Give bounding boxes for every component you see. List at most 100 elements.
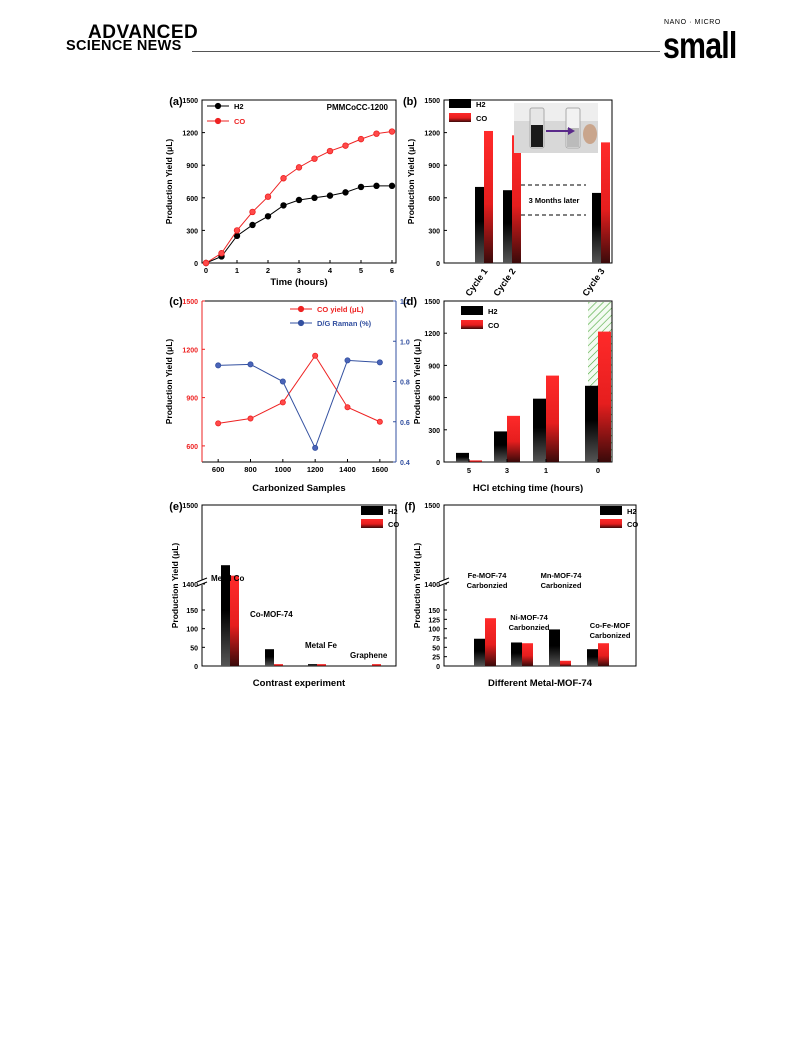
y-tick-label: 1200 — [182, 131, 198, 138]
data-point — [311, 155, 318, 162]
data-point — [342, 189, 349, 196]
legend-marker — [297, 319, 305, 327]
series-line — [218, 359, 380, 450]
data-point — [247, 415, 254, 422]
legend-swatch — [600, 506, 622, 515]
y-tick-label: 1500 — [182, 503, 198, 510]
category-label: Mn-MOF-74 Carbonized — [541, 571, 583, 590]
category-label: Co-Fe-MOF Carbonized — [590, 621, 631, 640]
y-tick-label: 600 — [186, 444, 198, 451]
data-point — [312, 352, 319, 359]
legend-swatch — [461, 306, 483, 315]
bar-h2 — [511, 642, 522, 666]
y2-tick-label: 1.2 — [400, 299, 410, 306]
bar-co — [317, 664, 326, 666]
data-point — [312, 444, 319, 451]
legend-swatch — [600, 519, 622, 528]
x-tick-label: 600 — [212, 465, 225, 474]
y-tick-label: 150 — [428, 608, 440, 615]
data-point — [247, 361, 254, 368]
inset-photo — [514, 103, 598, 153]
plot-frame — [443, 300, 613, 463]
data-point — [202, 259, 210, 267]
y-axis-label: Production Yield (μL) — [164, 139, 174, 225]
category-label-line2: Carbonzied — [509, 623, 550, 632]
y-axis-label: Production Yield (μL) — [412, 339, 422, 425]
data-point — [264, 213, 272, 220]
bar-h2 — [592, 192, 601, 263]
bar-co — [598, 331, 611, 462]
data-point — [373, 130, 380, 137]
x-axis-label: Time (hours) — [270, 277, 327, 288]
legend-label: CO — [388, 520, 399, 529]
bar-h2 — [585, 385, 598, 462]
panel-label: (f) — [405, 501, 416, 513]
y2-tick-label: 1.0 — [400, 339, 410, 346]
y-tick-label: 900 — [186, 163, 198, 170]
data-point — [218, 250, 225, 257]
page-header: ADVANCED SCIENCE NEWS NANO · MICRO small — [0, 0, 793, 64]
data-point — [233, 227, 241, 234]
y-tick-label: 1200 — [424, 131, 440, 138]
bar-h2 — [494, 431, 507, 462]
y-tick-label: 300 — [186, 228, 198, 235]
x-tick-label: 5 — [467, 466, 471, 475]
photo-hand — [583, 124, 597, 144]
bar-co — [601, 142, 610, 263]
y-tick-label: 0 — [194, 664, 198, 671]
data-point — [373, 182, 380, 190]
legend-swatch — [449, 113, 471, 122]
data-point — [357, 135, 365, 143]
legend-marker — [214, 102, 222, 110]
x-tick-label: 0 — [204, 266, 208, 275]
category-label: Metal Co — [211, 574, 244, 583]
y-tick-label: 100 — [428, 627, 440, 634]
panel-b: (b) 0 300 600 900 1200 1500 Production Yield (μ… — [403, 96, 613, 298]
y-tick-label: 1500 — [182, 98, 198, 105]
bar-co — [372, 664, 381, 666]
bar-co — [484, 130, 493, 263]
y-tick-label: 1500 — [424, 299, 440, 306]
bar-co — [485, 618, 496, 666]
bar-h2 — [587, 649, 598, 666]
y-tick-label: 1500 — [424, 503, 440, 510]
legend-marker — [214, 117, 222, 125]
x-tick-label: 5 — [359, 266, 363, 275]
x-axis-label: Carbonized Samples — [252, 483, 345, 494]
category-label: Graphene — [350, 651, 388, 660]
data-point — [326, 147, 334, 155]
x-tick-label: 1 — [235, 266, 239, 275]
x-tick-label: 1 — [544, 466, 548, 475]
axis-break-gap — [440, 580, 448, 585]
y-tick-label: 600 — [428, 396, 440, 403]
bar-h2 — [503, 190, 512, 263]
legend-label: CO yield (μL) — [317, 305, 364, 314]
data-point — [388, 182, 396, 190]
category-label-line1: Mn-MOF-74 — [541, 571, 583, 580]
bar-h2 — [265, 649, 274, 666]
data-point — [357, 183, 365, 191]
y-tick-label: 300 — [428, 428, 440, 435]
legend-swatch — [361, 519, 383, 528]
y-tick-label: 1400 — [182, 582, 198, 589]
y-tick-label: 0 — [436, 261, 440, 268]
legend-label: H2 — [488, 307, 498, 316]
plot-frame — [201, 504, 397, 667]
bar-h2 — [221, 565, 230, 666]
y-tick-label: 0 — [436, 664, 440, 671]
legend-swatch — [449, 99, 471, 108]
x-axis-label: Contrast experiment — [253, 678, 346, 689]
header-rule — [192, 51, 660, 52]
y-tick-label: 100 — [186, 627, 198, 634]
bar-co — [469, 460, 482, 462]
bar-h2 — [549, 629, 560, 666]
category-label-line2: Carbonized — [541, 581, 582, 590]
data-point — [376, 359, 383, 366]
data-point — [280, 175, 287, 182]
bar-co — [560, 660, 571, 666]
journal-logo-nano-micro: NANO · MICRO — [664, 19, 721, 26]
vial-left-content — [531, 125, 543, 147]
data-point — [311, 194, 318, 201]
y-tick-label: 1500 — [182, 299, 198, 306]
bar-h2 — [308, 664, 317, 666]
